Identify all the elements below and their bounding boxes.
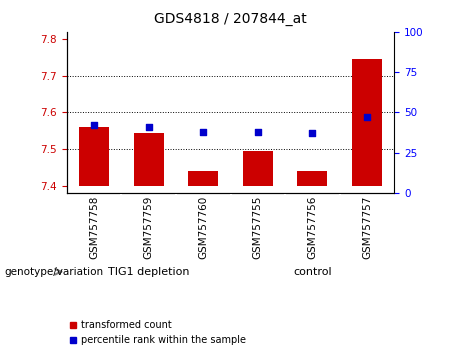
Bar — [243, 151, 273, 185]
Bar — [188, 171, 218, 185]
Bar — [352, 59, 382, 185]
Text: GSM757756: GSM757756 — [307, 195, 317, 259]
Point — [254, 129, 261, 135]
Bar — [297, 171, 327, 185]
Point — [145, 124, 152, 130]
Legend: transformed count, percentile rank within the sample: transformed count, percentile rank withi… — [65, 316, 250, 349]
Point — [200, 129, 207, 135]
Text: GSM757758: GSM757758 — [89, 195, 99, 259]
Point — [363, 114, 371, 120]
Text: GSM757755: GSM757755 — [253, 195, 263, 259]
Text: genotype/variation: genotype/variation — [5, 267, 104, 277]
Point — [309, 131, 316, 136]
Text: GSM757760: GSM757760 — [198, 195, 208, 259]
Text: control: control — [293, 267, 331, 277]
Text: TIG1 depletion: TIG1 depletion — [108, 267, 189, 277]
Text: GSM757757: GSM757757 — [362, 195, 372, 259]
Bar — [134, 132, 164, 185]
Text: GDS4818 / 207844_at: GDS4818 / 207844_at — [154, 12, 307, 27]
Text: GSM757759: GSM757759 — [144, 195, 154, 259]
Bar — [79, 127, 109, 185]
Point — [90, 122, 98, 128]
